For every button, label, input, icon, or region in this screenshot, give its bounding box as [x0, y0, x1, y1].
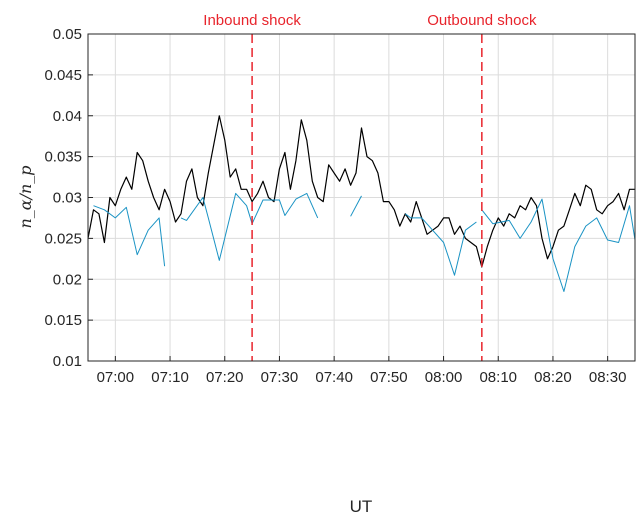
x-tick-label: 07:40: [315, 369, 353, 386]
x-axis-label: UT: [350, 497, 373, 516]
y-tick-label: 0.04: [53, 108, 82, 125]
shock-label: Outbound shock: [427, 12, 537, 29]
x-tick-label: 07:30: [261, 369, 299, 386]
x-tick-label: 08:30: [589, 369, 627, 386]
shock-label: Inbound shock: [203, 12, 301, 29]
y-axis: 0.01 0.015 0.02 0.025 0.03 0.035 0.04 0.045 0.05: [44, 26, 93, 370]
y-tick-label: 0.02: [53, 271, 82, 288]
x-tick-label: 07:00: [97, 369, 135, 386]
y-tick-label: 0.05: [53, 26, 82, 43]
x-tick-label: 08:20: [534, 369, 572, 386]
y-tick-label: 0.01: [53, 353, 82, 370]
x-tick-label: 07:10: [151, 369, 189, 386]
x-tick-label: 08:00: [425, 369, 463, 386]
y-tick-label: 0.03: [53, 190, 82, 207]
y-tick-label: 0.035: [44, 149, 82, 166]
x-tick-label: 07:50: [370, 369, 408, 386]
y-axis-label: n_α/n_p: [16, 165, 35, 228]
x-tick-label: 08:10: [479, 369, 517, 386]
x-tick-label: 07:20: [206, 369, 244, 386]
y-tick-label: 0.025: [44, 230, 82, 247]
y-tick-label: 0.015: [44, 312, 82, 329]
y-tick-label: 0.045: [44, 67, 82, 84]
